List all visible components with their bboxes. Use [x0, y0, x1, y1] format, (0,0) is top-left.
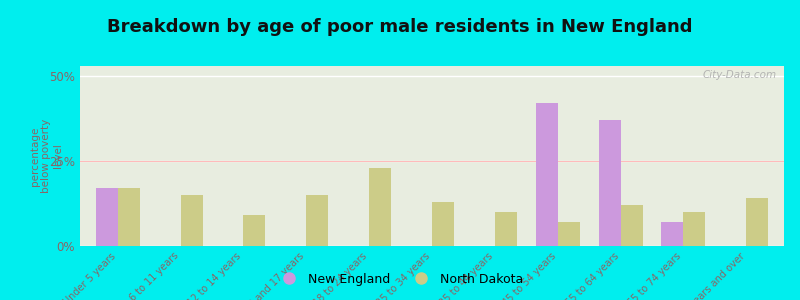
Bar: [96, 188, 118, 246]
Bar: [621, 205, 642, 246]
Bar: [683, 212, 706, 246]
Bar: [243, 215, 266, 246]
Bar: [118, 188, 140, 246]
Y-axis label: percentage
below poverty
level: percentage below poverty level: [30, 119, 63, 193]
Bar: [306, 195, 328, 246]
Bar: [432, 202, 454, 246]
Bar: [181, 195, 202, 246]
Bar: [495, 212, 517, 246]
Bar: [662, 222, 683, 246]
Bar: [558, 222, 580, 246]
Legend: New England, North Dakota: New England, North Dakota: [272, 268, 528, 291]
Bar: [369, 168, 391, 246]
Bar: [746, 199, 768, 246]
Bar: [598, 120, 621, 246]
Bar: [536, 103, 558, 246]
Text: Breakdown by age of poor male residents in New England: Breakdown by age of poor male residents …: [107, 18, 693, 36]
Text: City-Data.com: City-Data.com: [703, 70, 777, 80]
